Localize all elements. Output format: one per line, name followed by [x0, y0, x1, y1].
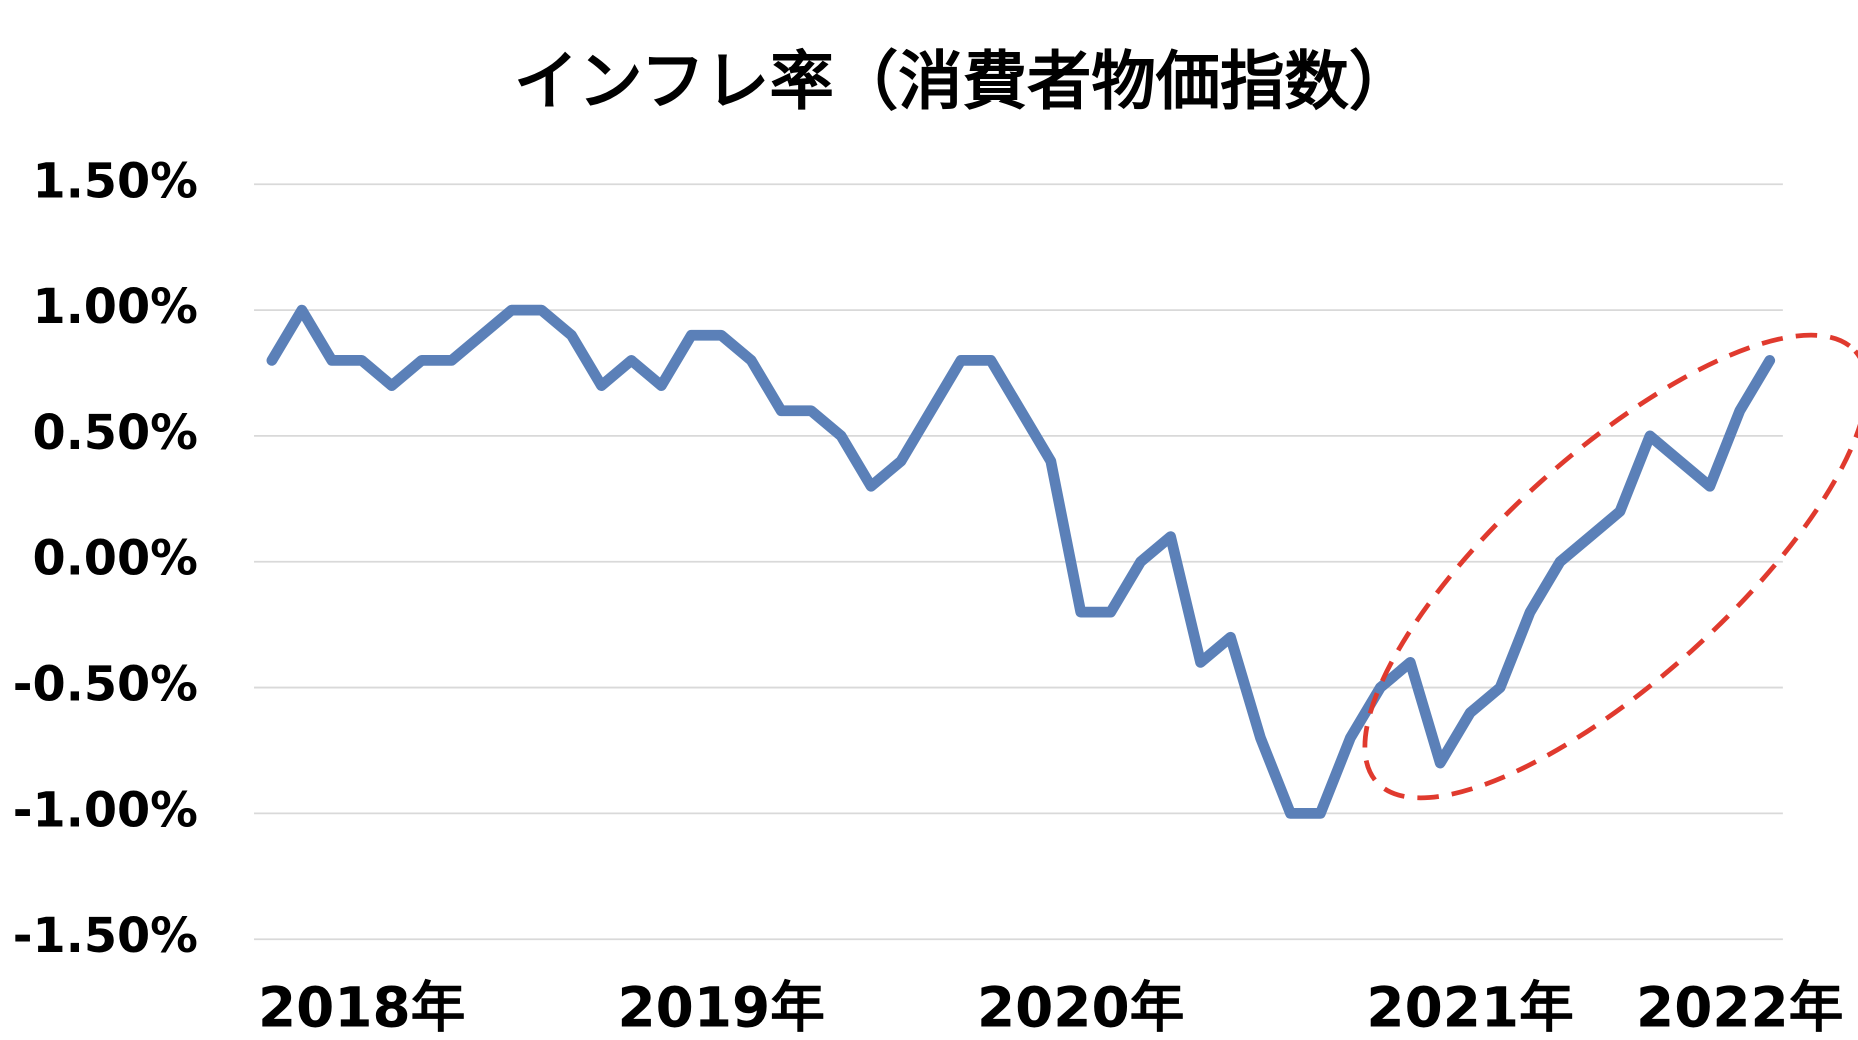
y-tick-label: 1.50% — [33, 154, 198, 209]
y-tick-label: -0.50% — [13, 658, 198, 713]
x-tick-label: 2022年 — [1636, 975, 1843, 1039]
x-tick-label: 2019年 — [618, 975, 825, 1039]
series-line — [266, 304, 1776, 819]
highlight-ellipse — [1362, 332, 1858, 801]
y-tick-label: 1.00% — [33, 280, 198, 335]
y-tick-label: 0.50% — [33, 406, 198, 461]
y-tick-label: -1.00% — [13, 783, 198, 838]
x-tick-label: 2020年 — [977, 975, 1184, 1039]
y-tick-label: 0.00% — [33, 532, 198, 587]
x-tick-label: 2018年 — [258, 975, 465, 1039]
grid: -1.50% -1.00% -0.50% 0.00% 0.50% 1.00% 1.50% 20… — [13, 154, 1844, 1039]
chart-title: インフレ率（消費者物価指数） — [514, 44, 1414, 119]
plot — [266, 304, 1776, 819]
y-tick-label: -1.50% — [13, 909, 198, 964]
x-tick-label: 2021年 — [1366, 975, 1573, 1039]
